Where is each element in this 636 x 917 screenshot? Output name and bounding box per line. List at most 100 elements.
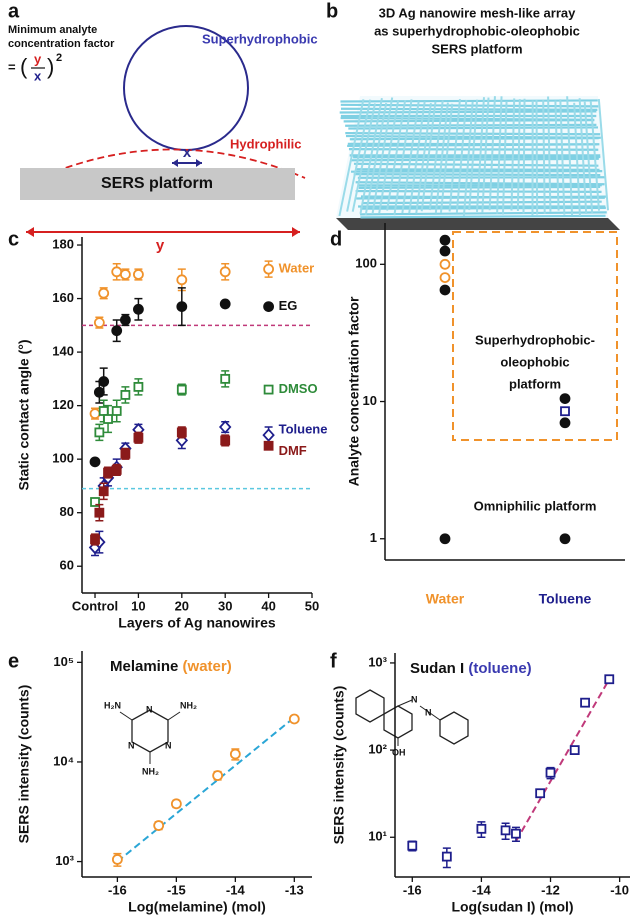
y-tick-label: 1 <box>370 530 377 545</box>
atom-label: NH₂ <box>180 700 197 710</box>
marker <box>476 823 487 834</box>
marker <box>559 393 571 405</box>
marker <box>439 533 451 545</box>
nanowire <box>554 100 560 211</box>
nanowire <box>501 101 508 215</box>
marker <box>111 464 122 475</box>
marker <box>120 448 131 459</box>
panel-label: b <box>326 0 338 22</box>
chart-title: Sudan I (toluene) <box>410 660 532 677</box>
marker <box>500 825 511 836</box>
marker <box>559 417 571 429</box>
marker <box>111 854 123 865</box>
marker <box>441 851 452 862</box>
annotation: platform <box>509 376 561 391</box>
marker <box>176 301 188 312</box>
marker <box>89 456 101 468</box>
marker <box>220 435 231 446</box>
x-tick-label: 30 <box>218 598 232 613</box>
atom-label: OH <box>392 747 406 757</box>
marker <box>560 406 570 417</box>
nanowire <box>439 103 454 213</box>
marker <box>176 274 188 286</box>
marker <box>439 245 451 257</box>
series-label: DMF <box>279 443 307 458</box>
nanowire <box>345 132 601 136</box>
y-axis-title: SERS intensity (counts) <box>16 685 32 844</box>
arrow-head <box>172 159 202 167</box>
x-tick-label: -16 <box>108 882 127 897</box>
width-label: y <box>156 237 165 254</box>
marker <box>111 325 123 337</box>
panel-label: f <box>330 650 337 672</box>
marker <box>98 287 110 299</box>
marker <box>94 507 105 518</box>
nanowire <box>378 100 400 214</box>
atom-label: N <box>146 704 153 714</box>
marker <box>219 266 231 278</box>
bond <box>119 711 133 721</box>
marker <box>98 486 109 497</box>
nanowire <box>462 101 474 216</box>
marker <box>288 713 300 725</box>
title-part: (water) <box>183 658 232 675</box>
nanowire <box>583 101 594 214</box>
title-line: 3D Ag nanowire mesh-like array <box>379 5 577 20</box>
x-tick-label: -12 <box>541 882 560 897</box>
caption: Minimum analyte <box>8 24 97 36</box>
y-tick-label: 180 <box>52 236 74 251</box>
formula: 2 <box>56 52 62 64</box>
nanowire <box>468 99 479 211</box>
y-tick-label: 140 <box>52 344 74 359</box>
series-label: EG <box>279 298 298 313</box>
marker <box>439 258 451 270</box>
atom-label: N <box>425 707 432 717</box>
x-tick-label: Control <box>72 598 118 613</box>
annotation-box <box>452 231 618 441</box>
marker <box>133 381 144 392</box>
atom-label: N <box>411 694 418 704</box>
bond <box>167 711 181 721</box>
fit-line <box>515 678 611 842</box>
formula: y <box>34 51 42 66</box>
nanowire <box>343 119 595 123</box>
marker <box>119 269 131 280</box>
nanowire <box>360 214 606 219</box>
marker <box>220 373 231 384</box>
nanowire <box>573 102 581 216</box>
nanowire <box>338 99 365 217</box>
x-tick-label: -16 <box>403 882 422 897</box>
marker <box>133 269 144 280</box>
nanowire <box>434 102 449 214</box>
marker <box>89 408 101 420</box>
nanowire <box>393 99 413 216</box>
y-tick-label: 100 <box>52 451 74 466</box>
y-tick-label: 10 <box>363 393 377 408</box>
marker <box>170 798 182 810</box>
nanowire <box>559 99 566 215</box>
marker <box>511 828 521 839</box>
substrate <box>336 218 620 230</box>
title-part: (toluene) <box>468 660 531 677</box>
marker <box>120 390 131 400</box>
ring <box>439 711 469 745</box>
bond <box>419 705 441 721</box>
marker <box>94 427 105 438</box>
nanowire <box>339 110 597 114</box>
atom-label: N <box>165 740 172 750</box>
y-tick-label: 10¹ <box>368 829 387 844</box>
annotation: Superhydrophobic- <box>475 332 595 347</box>
category-label: Toluene <box>539 591 592 607</box>
marker <box>98 406 109 416</box>
nanowire <box>340 107 598 111</box>
x-axis-title: Log(melamine) (mol) <box>128 899 266 915</box>
platform <box>20 168 295 200</box>
nanowire <box>496 96 503 214</box>
marker <box>111 266 123 278</box>
marker <box>580 697 590 708</box>
x-tick-label: 20 <box>175 598 189 613</box>
panel-label: a <box>8 0 20 22</box>
title-line: as superhydrophobic-oleophobic <box>374 23 580 38</box>
marker <box>439 234 451 246</box>
nanowire <box>488 96 496 211</box>
